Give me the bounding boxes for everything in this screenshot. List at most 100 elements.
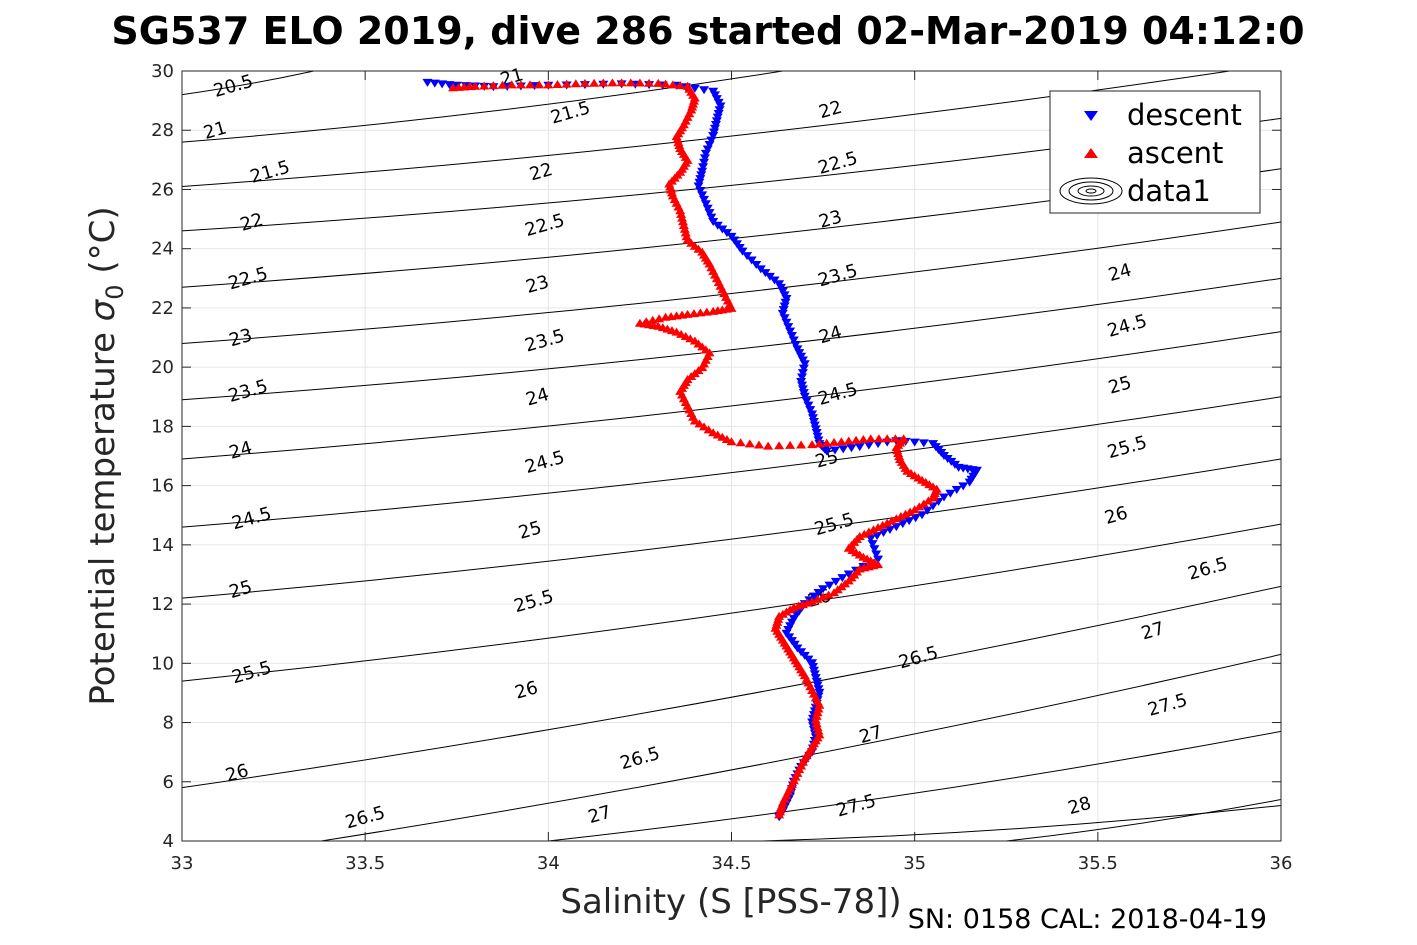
descent-point bbox=[783, 323, 794, 332]
ascent-point bbox=[882, 434, 893, 443]
descent-point bbox=[708, 132, 719, 141]
x-tick-label: 33 bbox=[171, 853, 194, 874]
x-tick-label: 35 bbox=[903, 853, 926, 874]
ascent-point bbox=[625, 78, 636, 87]
contour-line bbox=[182, 331, 1281, 460]
descent-point bbox=[790, 340, 801, 349]
y-tick-label: 10 bbox=[151, 653, 174, 674]
descent-point bbox=[437, 80, 448, 89]
descent-point bbox=[951, 486, 962, 495]
ascent-point bbox=[918, 499, 929, 508]
contour-line bbox=[182, 523, 1281, 682]
descent-point bbox=[891, 523, 902, 532]
descent-point bbox=[869, 545, 880, 554]
ascent-point bbox=[836, 437, 847, 446]
x-axis-label: Salinity (S [PSS-78]) bbox=[560, 882, 901, 922]
descent-point bbox=[704, 141, 715, 150]
chart-title: SG537 ELO 2019, dive 286 started 02-Mar-… bbox=[111, 9, 1304, 53]
descent-point bbox=[884, 526, 895, 535]
y-tick-label: 20 bbox=[151, 357, 174, 378]
ascent-point bbox=[515, 80, 526, 89]
ascent-point bbox=[763, 441, 774, 450]
ascent-point bbox=[829, 437, 840, 446]
descent-point bbox=[873, 555, 884, 564]
descent-point bbox=[797, 373, 808, 382]
ascent-point bbox=[653, 78, 664, 87]
ascent-point bbox=[923, 496, 934, 505]
ascent-point bbox=[863, 527, 874, 536]
ascent-point bbox=[667, 80, 678, 89]
descent-point bbox=[803, 401, 814, 410]
ascent-point bbox=[873, 434, 884, 443]
ascent-point bbox=[814, 439, 825, 448]
contour-line bbox=[182, 277, 1281, 401]
descent-point bbox=[751, 260, 762, 269]
descent-point bbox=[700, 149, 711, 158]
ascent-point bbox=[898, 434, 909, 443]
ascent-point bbox=[525, 80, 536, 89]
descent-point bbox=[788, 336, 799, 345]
ascent-point bbox=[497, 80, 508, 89]
descent-point bbox=[785, 327, 796, 336]
descent-point bbox=[799, 392, 810, 401]
x-tick-label: 34 bbox=[537, 853, 560, 874]
descent-point bbox=[846, 444, 857, 453]
descent-point bbox=[699, 158, 710, 167]
ascent-point bbox=[905, 507, 916, 516]
descent-point bbox=[786, 332, 797, 341]
ascent-point bbox=[873, 523, 884, 532]
descent-point bbox=[737, 247, 748, 256]
contour-line bbox=[182, 71, 783, 143]
x-tick-label: 33.5 bbox=[345, 853, 385, 874]
y-tick-label: 18 bbox=[151, 416, 174, 437]
contour-line bbox=[182, 396, 1281, 528]
descent-point bbox=[742, 252, 753, 261]
y-tick-label: 22 bbox=[151, 298, 174, 319]
ascent-point bbox=[735, 438, 746, 447]
descent-point bbox=[830, 577, 841, 586]
descent-point bbox=[964, 478, 975, 487]
legend-contour-icon bbox=[1059, 177, 1123, 205]
ascent-point bbox=[506, 80, 517, 89]
ascent-point bbox=[818, 592, 829, 601]
descent-point bbox=[699, 86, 710, 95]
descent-point bbox=[854, 443, 865, 452]
ascent-point bbox=[616, 78, 627, 87]
descent-point bbox=[872, 531, 883, 540]
ascent-point bbox=[708, 428, 719, 437]
ascent-point bbox=[699, 422, 710, 431]
ascent-point bbox=[753, 440, 764, 449]
ascent-point bbox=[543, 80, 554, 89]
descent-point bbox=[422, 78, 433, 87]
ascent-point bbox=[843, 436, 854, 445]
ascent-point bbox=[607, 78, 618, 87]
ascent-point bbox=[865, 434, 876, 443]
ascent-point bbox=[579, 78, 590, 87]
contour-line bbox=[548, 730, 1281, 841]
ascent-point bbox=[682, 81, 693, 90]
descent-point bbox=[918, 439, 929, 448]
ascent-point bbox=[886, 516, 897, 525]
ascent-point bbox=[895, 511, 906, 520]
ascent-point bbox=[561, 79, 572, 88]
ascent-point bbox=[726, 437, 737, 446]
legend-ascent-marker bbox=[1084, 148, 1098, 158]
ascent-point bbox=[807, 597, 818, 606]
ascent-point bbox=[859, 529, 870, 538]
ascent-point bbox=[479, 81, 490, 90]
descent-point bbox=[945, 489, 956, 498]
ascent-point bbox=[644, 78, 655, 87]
ascent-point bbox=[570, 79, 581, 88]
y-tick-label: 12 bbox=[151, 594, 174, 615]
descent-point bbox=[689, 84, 700, 93]
descent-point bbox=[700, 200, 711, 209]
ascent-point bbox=[851, 435, 862, 444]
legend-ascent-label: ascent bbox=[1127, 136, 1223, 170]
descent-point bbox=[702, 204, 713, 213]
descent-point bbox=[805, 406, 816, 415]
descent-point bbox=[838, 445, 849, 454]
ascent-point bbox=[534, 80, 545, 89]
descent-point bbox=[801, 397, 812, 406]
x-tick-label: 36 bbox=[1270, 853, 1293, 874]
